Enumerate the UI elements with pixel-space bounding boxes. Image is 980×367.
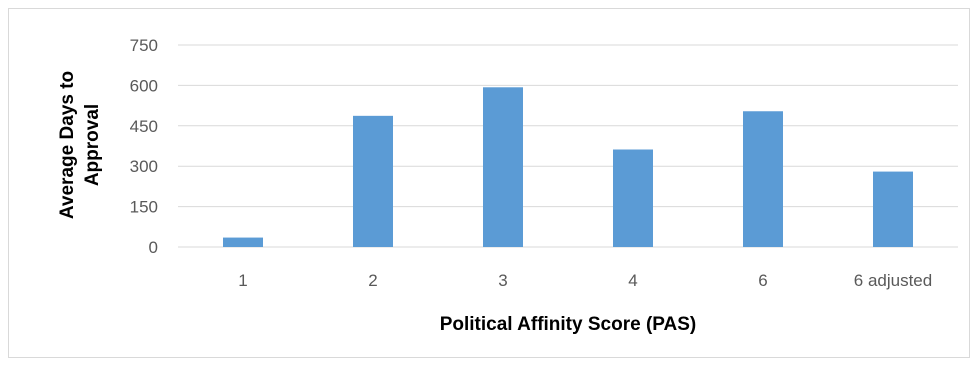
y-axis-title-line-1: Average Days to	[57, 71, 78, 219]
y-tick-label: 600	[130, 76, 158, 95]
y-tick-label: 150	[130, 198, 158, 217]
bar-1	[223, 237, 263, 247]
y-tick-label: 300	[130, 157, 158, 176]
bar-4	[613, 149, 653, 247]
x-tick-label: 6	[758, 271, 767, 290]
bar-6-adjusted	[873, 171, 913, 247]
x-axis-ticks: 1 2 3 4 6 6 adjusted	[238, 271, 932, 290]
y-tick-label: 750	[130, 36, 158, 55]
x-tick-label: 4	[628, 271, 637, 290]
gridlines	[178, 44, 958, 248]
x-tick-label: 6 adjusted	[854, 271, 932, 290]
x-tick-label: 3	[498, 271, 507, 290]
bars	[223, 87, 913, 248]
y-axis-ticks: 0 150 300 450 600 750	[130, 36, 158, 257]
x-axis-title: Political Affinity Score (PAS)	[440, 314, 697, 335]
x-tick-label: 2	[368, 271, 377, 290]
y-axis-title-line-2: Approval	[82, 104, 103, 186]
x-tick-label: 1	[238, 271, 247, 290]
bar-3	[483, 87, 523, 247]
bar-2	[353, 115, 393, 248]
bar-6	[743, 111, 783, 247]
y-tick-label: 0	[149, 238, 158, 257]
y-tick-label: 450	[130, 117, 158, 136]
